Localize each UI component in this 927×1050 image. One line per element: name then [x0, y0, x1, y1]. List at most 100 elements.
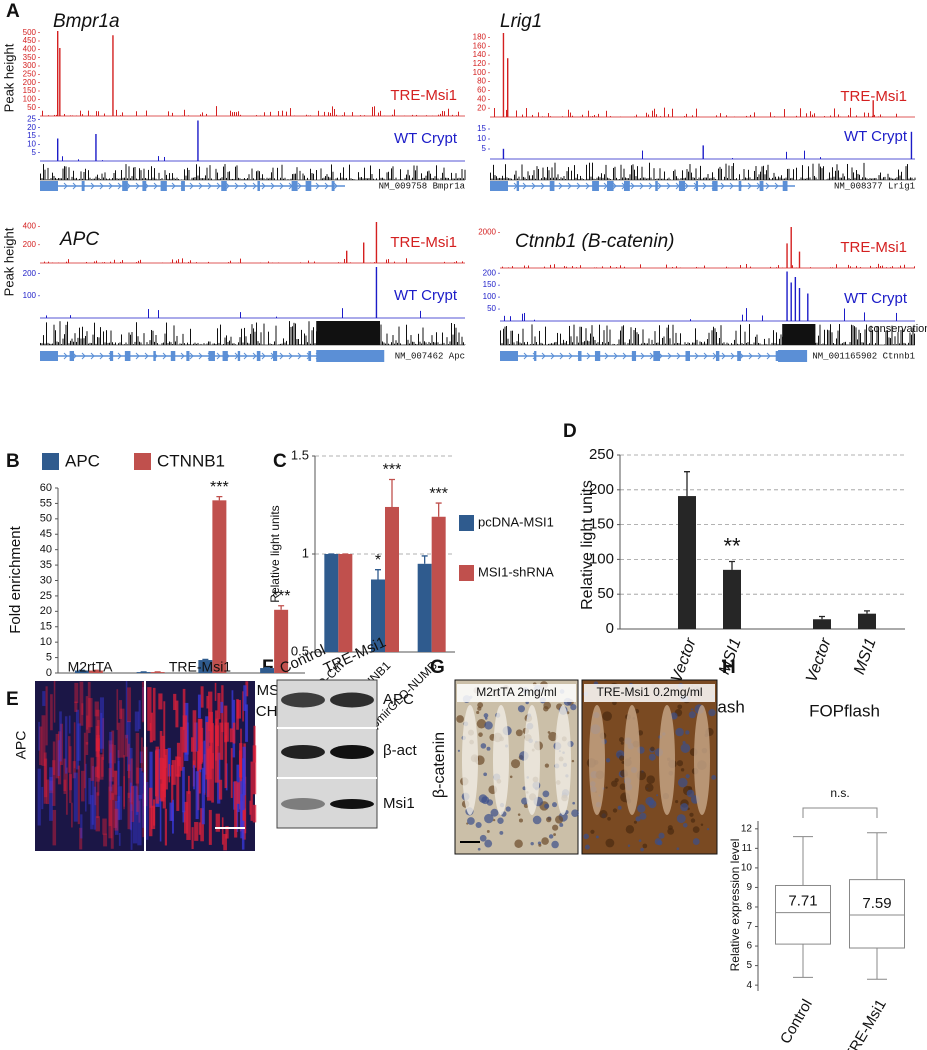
track-tick-label: 500 — [23, 28, 37, 37]
conservation-bar — [235, 344, 236, 345]
legend-label: APC — [65, 451, 100, 470]
conservation-bar — [544, 177, 545, 180]
error-bar — [216, 495, 223, 501]
conservation-bar — [757, 176, 758, 180]
y-tick-label: 7 — [746, 921, 752, 932]
conservation-bar — [94, 322, 95, 345]
track-signal — [684, 116, 685, 117]
conservation-bar — [217, 172, 218, 180]
conservation-bar — [148, 344, 149, 345]
micrograph-texture — [97, 720, 100, 779]
track-signal — [52, 262, 53, 263]
track-signal — [122, 112, 123, 116]
conservation-bar — [431, 335, 433, 345]
conservation-bar — [521, 164, 523, 180]
micrograph-texture — [115, 800, 119, 835]
track-signal — [44, 261, 45, 263]
track-signal — [594, 114, 595, 117]
conservation-bar — [701, 342, 702, 345]
track-signal — [704, 265, 705, 268]
conservation-bar — [58, 178, 59, 180]
micrograph-texture — [41, 786, 44, 810]
conservation-bar — [752, 178, 754, 180]
micrograph-texture — [234, 781, 238, 838]
conservation-bar — [410, 335, 412, 345]
micrograph-texture — [711, 775, 717, 780]
micrograph-texture — [236, 699, 239, 730]
conservation-bar — [774, 343, 776, 345]
error-bar — [375, 569, 381, 580]
track-signal — [444, 261, 445, 263]
gene-chevron — [613, 352, 618, 360]
micrograph-texture — [53, 681, 56, 723]
conservation-bar — [112, 178, 113, 180]
conservation-bar — [64, 334, 65, 345]
micrograph-texture — [552, 824, 559, 831]
conservation-bar — [820, 166, 821, 180]
conservation-bar — [670, 179, 671, 180]
micrograph-texture — [74, 701, 78, 712]
track-tick-label: 450 — [23, 36, 37, 45]
micrograph-texture — [95, 738, 100, 751]
conservation-bar — [583, 179, 584, 180]
track-signal — [350, 262, 351, 263]
gene-exon — [712, 181, 718, 191]
track-signal — [648, 114, 649, 117]
conservation-bar — [910, 177, 911, 180]
micrograph-texture — [134, 711, 140, 732]
conservation-bar — [548, 343, 549, 345]
conservation-bar — [458, 177, 460, 180]
conservation-bar — [888, 337, 890, 345]
micrograph-texture — [644, 783, 654, 792]
track-peak — [790, 282, 792, 321]
micrograph-texture — [205, 722, 210, 780]
micrograph-texture — [173, 693, 177, 711]
conservation-bar — [603, 330, 605, 345]
conservation-bar — [163, 342, 164, 345]
track-signal — [646, 112, 647, 117]
conservation-bar — [842, 343, 843, 345]
conservation-bar — [296, 167, 298, 180]
conservation-bar — [831, 332, 833, 345]
conservation-bar — [845, 341, 846, 345]
conservation-bar — [92, 334, 94, 345]
conservation-bar — [866, 324, 867, 345]
track-signal — [566, 266, 567, 268]
conservation-bar — [80, 171, 82, 180]
micrograph-texture — [79, 827, 83, 850]
micrograph-texture — [81, 703, 84, 715]
conservation-bar — [118, 343, 119, 345]
micrograph-texture — [123, 755, 125, 807]
gene-chevron — [567, 182, 572, 190]
track-peak — [375, 267, 378, 318]
micrograph-texture — [130, 758, 133, 811]
micrograph-texture — [135, 732, 140, 784]
conservation-bar — [841, 177, 842, 180]
conservation-bar — [513, 342, 515, 345]
conservation-bar — [367, 178, 368, 180]
conservation-bar — [510, 330, 512, 345]
track-peak — [794, 277, 797, 321]
micrograph-texture — [224, 735, 228, 789]
conservation-bar — [158, 172, 160, 180]
conservation-bar — [747, 342, 749, 345]
gene-name: Lrig1 — [500, 11, 542, 32]
gene-chevron — [729, 182, 734, 190]
conservation-bar — [764, 338, 765, 345]
conservation-bar — [578, 342, 579, 345]
conservation-bar — [535, 178, 536, 180]
conservation-bar — [708, 332, 710, 345]
micrograph-texture — [118, 832, 121, 846]
gene-exon — [775, 351, 780, 361]
track-peak — [112, 35, 114, 116]
conservation-bar — [764, 174, 766, 180]
conservation-bar — [666, 327, 668, 345]
track-note: conservation — [868, 323, 927, 335]
micrograph-texture — [79, 681, 84, 726]
conservation-bar — [718, 168, 719, 180]
track-signal — [864, 112, 865, 117]
conservation-bar — [256, 171, 257, 180]
conservation-bar — [496, 176, 497, 180]
transcript-label: NM_007462 Apc — [395, 351, 465, 361]
conservation-bar — [187, 167, 188, 180]
